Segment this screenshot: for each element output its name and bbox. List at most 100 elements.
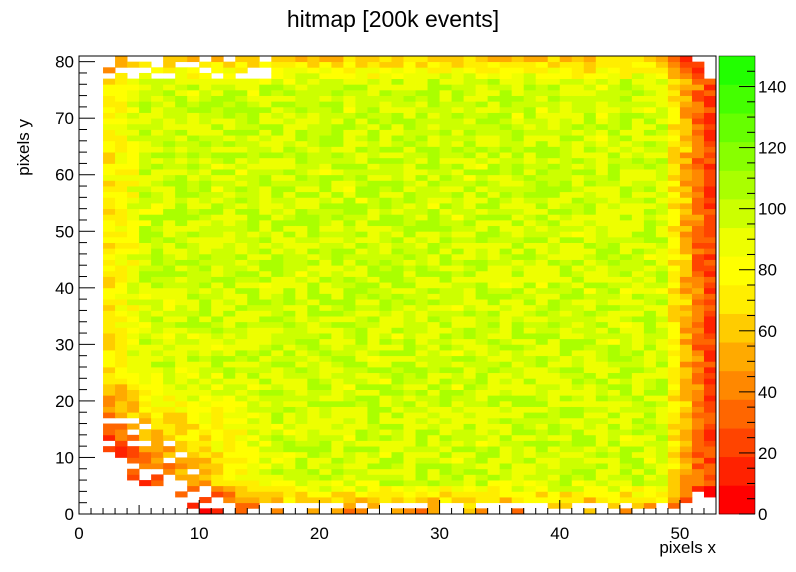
heatmap-cell — [187, 287, 200, 294]
heatmap-cell — [499, 174, 513, 181]
heatmap-cell — [679, 463, 693, 470]
heatmap-cell — [343, 310, 356, 317]
heatmap-cell — [559, 497, 573, 504]
heatmap-cell — [295, 434, 308, 441]
heatmap-cell — [511, 321, 525, 328]
heatmap-cell — [667, 118, 681, 125]
heatmap-cell — [211, 191, 224, 198]
heatmap-cell — [139, 429, 152, 436]
heatmap-cell — [595, 129, 609, 136]
heatmap-cell — [451, 485, 464, 492]
heatmap-cell — [511, 310, 525, 317]
heatmap-cell — [643, 468, 657, 475]
heatmap-cell — [223, 395, 236, 402]
plot-frame — [78, 55, 717, 515]
heatmap-cell — [631, 236, 645, 243]
heatmap-cell — [439, 429, 452, 436]
heatmap-cell — [463, 157, 477, 164]
heatmap-cell — [295, 186, 308, 193]
heatmap-cell — [331, 89, 344, 96]
heatmap-cell — [151, 67, 164, 74]
heatmap-cell — [427, 304, 440, 311]
heatmap-cell — [535, 129, 549, 136]
heatmap-cell — [667, 338, 681, 345]
heatmap-cell — [367, 61, 380, 68]
heatmap-cell — [127, 457, 140, 464]
heatmap-cell — [331, 395, 344, 402]
heatmap-cell — [535, 491, 549, 498]
heatmap-cell — [571, 118, 585, 125]
heatmap-cell — [355, 67, 368, 74]
heatmap-cell — [679, 270, 693, 277]
heatmap-cell — [163, 383, 176, 390]
heatmap-cell — [415, 344, 428, 351]
heatmap-cell — [451, 434, 464, 441]
heatmap-cell — [199, 423, 212, 430]
heatmap-cell — [127, 378, 140, 385]
heatmap-cell — [151, 225, 164, 232]
heatmap-cell — [175, 383, 188, 390]
heatmap-cell — [415, 225, 428, 232]
heatmap-cell — [595, 434, 609, 441]
heatmap-cell — [283, 152, 296, 159]
heatmap-cell — [115, 163, 128, 170]
heatmap-cell — [319, 259, 332, 266]
heatmap-cell — [571, 350, 585, 357]
heatmap-cell — [307, 191, 320, 198]
heatmap-cell — [655, 417, 669, 424]
heatmap-cell — [391, 106, 404, 113]
heatmap-cell — [415, 191, 428, 198]
heatmap-cell — [511, 163, 525, 170]
heatmap-cell — [307, 383, 320, 390]
heatmap-cell — [271, 123, 284, 130]
heatmap-cell — [475, 350, 489, 357]
heatmap-cell — [571, 293, 585, 300]
heatmap-cell — [559, 112, 573, 119]
heatmap-cell — [547, 327, 561, 334]
heatmap-cell — [439, 67, 452, 74]
heatmap-cell — [475, 355, 489, 362]
heatmap-cell — [595, 304, 609, 311]
heatmap-cell — [619, 174, 633, 181]
heatmap-cell — [151, 203, 164, 210]
y-tick-label: 20 — [55, 392, 74, 411]
heatmap-cell — [187, 406, 200, 413]
heatmap-cell — [307, 236, 320, 243]
heatmap-cell — [187, 231, 200, 238]
heatmap-cell — [271, 236, 284, 243]
heatmap-cell — [607, 270, 621, 277]
heatmap-cell — [295, 225, 308, 232]
heatmap-cell — [343, 468, 356, 475]
heatmap-cell — [415, 378, 428, 385]
heatmap-cell — [559, 253, 573, 260]
heatmap-cell — [595, 350, 609, 357]
heatmap-cell — [691, 282, 705, 289]
heatmap-cell — [523, 338, 537, 345]
heatmap-cell — [463, 502, 477, 509]
heatmap-cell — [151, 169, 164, 176]
heatmap-cell — [571, 299, 585, 306]
heatmap-cell — [139, 152, 152, 159]
heatmap-cell — [211, 276, 224, 283]
heatmap-cell — [271, 378, 284, 385]
heatmap-cell — [271, 485, 284, 492]
heatmap-cell — [223, 112, 236, 119]
heatmap-cell — [343, 174, 356, 181]
heatmap-cell — [667, 480, 681, 487]
heatmap-cell — [691, 338, 705, 345]
heatmap-cell — [583, 101, 597, 108]
heatmap-cell — [679, 197, 693, 204]
heatmap-cell — [355, 56, 368, 63]
heatmap-cell — [499, 451, 513, 458]
heatmap-cell — [631, 203, 645, 210]
heatmap-cell — [643, 350, 657, 357]
heatmap-cell — [199, 259, 212, 266]
heatmap-cell — [247, 355, 260, 362]
heatmap-cell — [439, 56, 452, 63]
heatmap-cell — [355, 463, 368, 470]
heatmap-cell — [643, 129, 657, 136]
heatmap-cell — [559, 434, 573, 441]
heatmap-cell — [631, 338, 645, 345]
heatmap-cell — [367, 106, 380, 113]
heatmap-cell — [439, 293, 452, 300]
